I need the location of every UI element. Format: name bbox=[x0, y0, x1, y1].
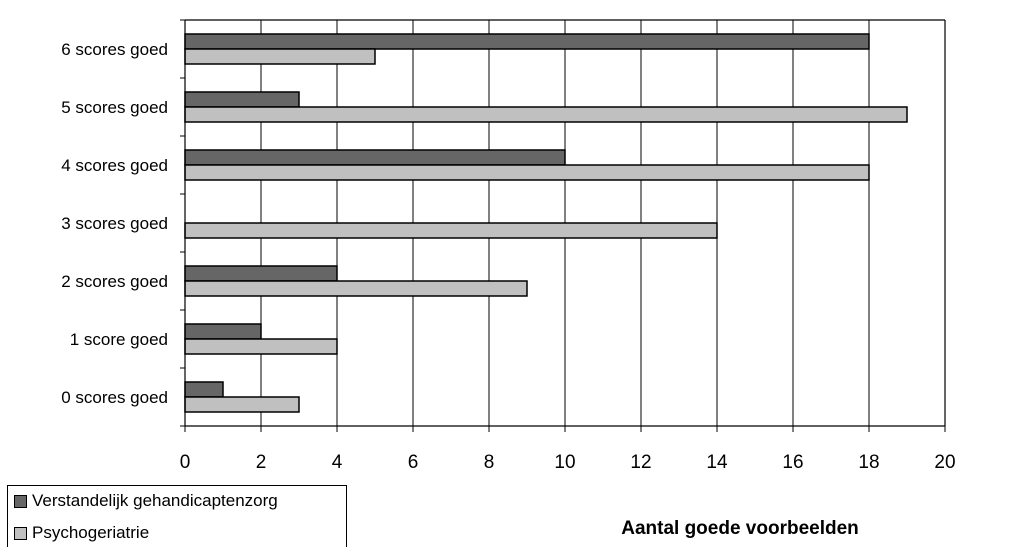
x-tick-label: 8 bbox=[484, 452, 495, 473]
legend-item-series-1: Verstandelijk gehandicaptenzorg bbox=[14, 491, 278, 511]
legend-swatch-series-2 bbox=[14, 526, 27, 540]
bar-psychogeriatrie-3 bbox=[184, 222, 718, 239]
bars bbox=[184, 33, 908, 413]
x-tick-labels: 0 2 4 6 8 10 12 14 16 18 20 bbox=[180, 452, 956, 473]
x-tick-label: 10 bbox=[554, 452, 575, 473]
bar-verstandelijk-0 bbox=[184, 381, 224, 398]
legend-label-series-1: Verstandelijk gehandicaptenzorg bbox=[32, 491, 278, 510]
y-tick-label: 5 scores goed bbox=[61, 98, 168, 117]
bar-verstandelijk-1 bbox=[184, 323, 262, 340]
x-axis-title: Aantal goede voorbeelden bbox=[621, 518, 859, 539]
bar-verstandelijk-5 bbox=[184, 91, 300, 108]
y-tick-label: 0 scores goed bbox=[61, 388, 168, 407]
y-tick-label: 3 scores goed bbox=[61, 214, 168, 233]
bar-psychogeriatrie-2 bbox=[184, 280, 528, 297]
bar-psychogeriatrie-0 bbox=[184, 396, 300, 413]
legend: Verstandelijk gehandicaptenzorg Psychoge… bbox=[7, 485, 347, 547]
bar-psychogeriatrie-6 bbox=[184, 48, 376, 65]
x-tick-label: 12 bbox=[630, 452, 651, 473]
x-tick-label: 14 bbox=[706, 452, 728, 473]
y-tick-labels: 0 scores goed 1 score goed 2 scores goed 3 … bbox=[61, 40, 168, 407]
legend-item-series-2: Psychogeriatrie bbox=[14, 523, 149, 543]
legend-label-series-2: Psychogeriatrie bbox=[32, 523, 150, 542]
x-tick-label: 0 bbox=[180, 452, 191, 473]
x-tick-label: 16 bbox=[782, 452, 803, 473]
bar-psychogeriatrie-1 bbox=[184, 338, 338, 355]
y-tick-label: 2 scores goed bbox=[61, 272, 168, 291]
bar-psychogeriatrie-4 bbox=[184, 164, 870, 181]
x-tick-label: 6 bbox=[408, 452, 419, 473]
y-tick-label: 4 scores goed bbox=[61, 156, 168, 175]
legend-swatch-series-1 bbox=[14, 494, 27, 508]
bar-psychogeriatrie-5 bbox=[184, 106, 908, 123]
y-tick-label: 6 scores goed bbox=[61, 40, 168, 59]
x-tick-label: 20 bbox=[934, 452, 955, 473]
bar-verstandelijk-4 bbox=[184, 149, 566, 166]
bar-verstandelijk-2 bbox=[184, 265, 338, 282]
axes bbox=[180, 19, 946, 432]
y-tick-label: 1 score goed bbox=[70, 330, 168, 349]
bar-verstandelijk-6 bbox=[184, 33, 870, 50]
x-tick-label: 2 bbox=[256, 452, 267, 473]
x-tick-label: 18 bbox=[858, 452, 879, 473]
x-tick-label: 4 bbox=[332, 452, 343, 473]
